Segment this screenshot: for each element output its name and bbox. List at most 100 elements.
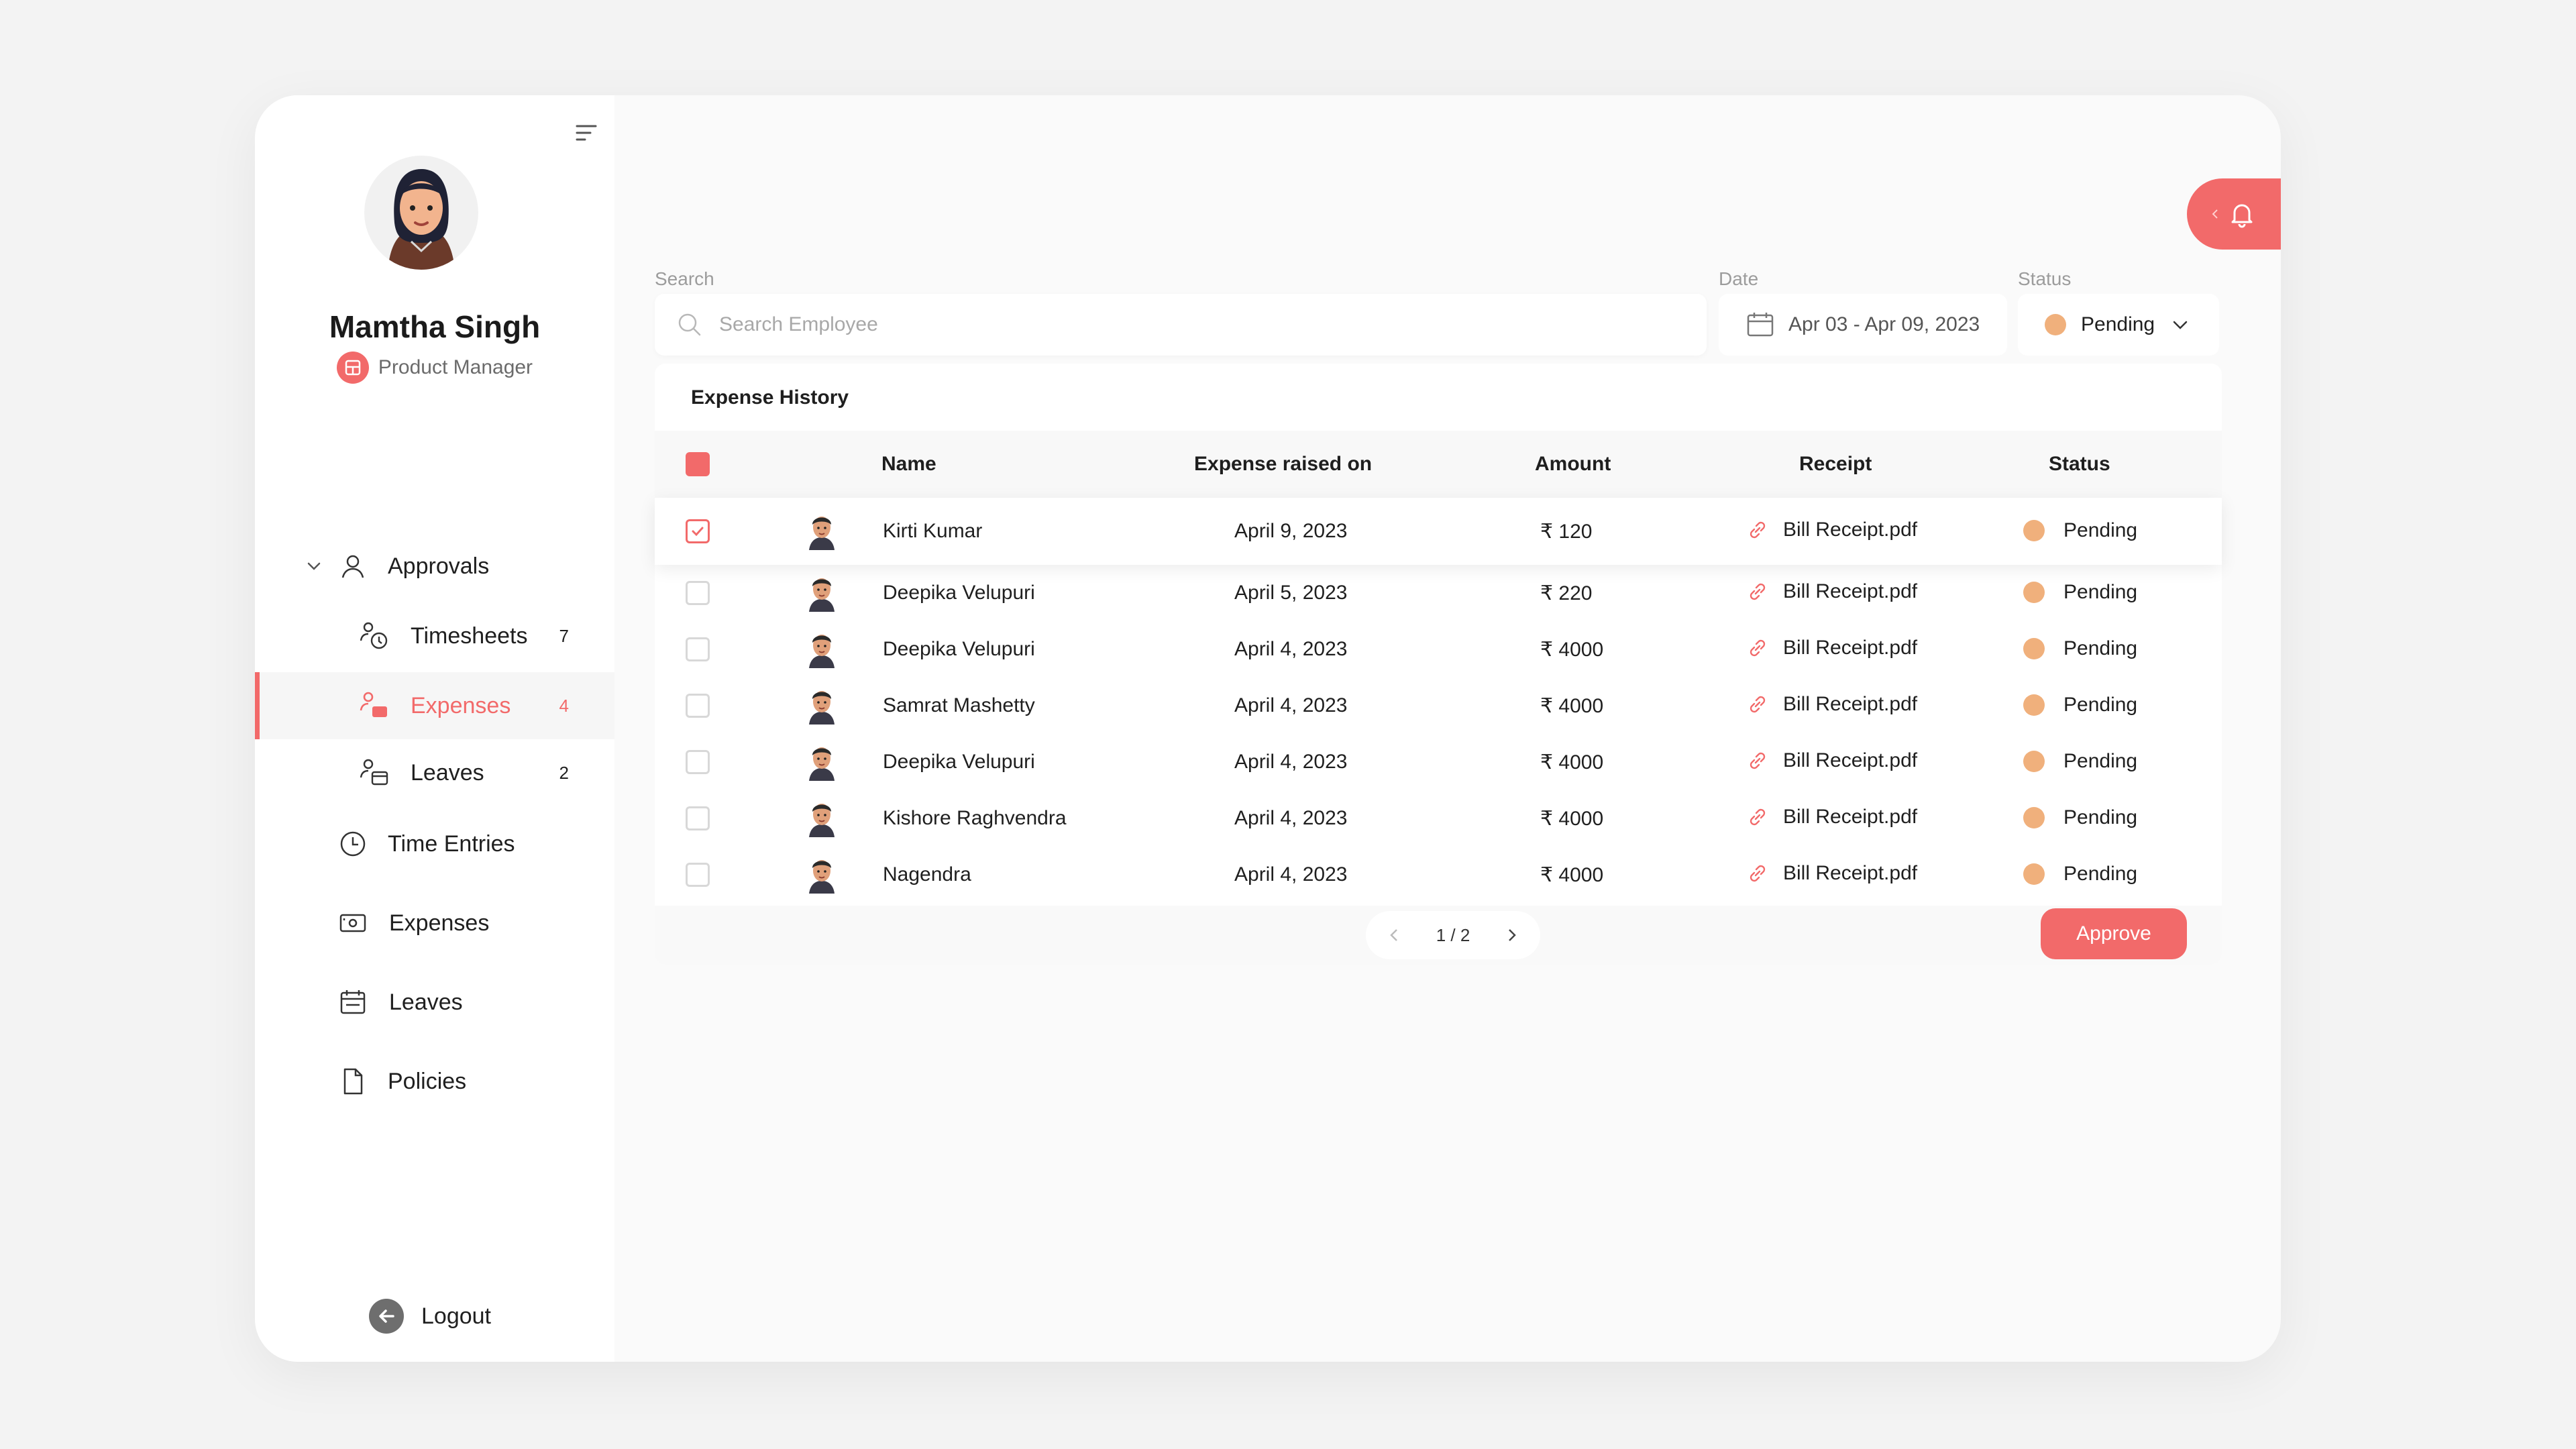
sidebar-item-label: Expenses bbox=[411, 692, 511, 718]
row-checkbox[interactable] bbox=[686, 750, 710, 774]
receipt-link[interactable]: Bill Receipt.pdf bbox=[1746, 749, 1917, 773]
sidebar-item-label: Expenses bbox=[389, 910, 490, 936]
date-range-picker[interactable]: Apr 03 - Apr 09, 2023 bbox=[1719, 294, 2007, 356]
receipt-filename: Bill Receipt.pdf bbox=[1783, 862, 1918, 884]
status-text: Pending bbox=[2063, 637, 2138, 659]
table-row[interactable]: Deepika Velupuri April 4, 2023 ₹ 4000 Bill … bbox=[655, 734, 2222, 790]
employee-name: Deepika Velupuri bbox=[883, 751, 1035, 773]
status-badge: Pending bbox=[2023, 581, 2137, 604]
expense-date: April 4, 2023 bbox=[1234, 751, 1348, 773]
expense-amount: ₹ 120 bbox=[1540, 521, 1593, 543]
chevron-left-icon[interactable] bbox=[1385, 926, 1403, 945]
app-window: Mamtha Singh Product Manager Approvals bbox=[255, 95, 2281, 1362]
link-icon bbox=[1746, 861, 1770, 885]
status-badge: Pending bbox=[2023, 519, 2137, 542]
link-icon bbox=[1746, 636, 1770, 660]
expense-date: April 4, 2023 bbox=[1234, 863, 1348, 885]
expense-date: April 4, 2023 bbox=[1234, 694, 1348, 716]
approve-button[interactable]: Approve bbox=[2041, 908, 2187, 959]
search-label: Search bbox=[655, 268, 714, 289]
sidebar-item-label: Policies bbox=[388, 1068, 467, 1094]
status-badge: Pending bbox=[2023, 863, 2137, 885]
table-row[interactable]: Deepika Velupuri April 5, 2023 ₹ 220 Bill R… bbox=[655, 565, 2222, 621]
date-label: Date bbox=[1719, 268, 1759, 289]
receipt-link[interactable]: Bill Receipt.pdf bbox=[1746, 692, 1917, 716]
row-checkbox[interactable] bbox=[686, 637, 710, 661]
table-row[interactable]: Samrat Mashetty April 4, 2023 ₹ 4000 Bill R… bbox=[655, 678, 2222, 734]
row-checkbox[interactable] bbox=[686, 806, 710, 830]
employee-name: Kishore Raghvendra bbox=[883, 807, 1067, 829]
sidebar-item-label: Time Entries bbox=[388, 830, 515, 857]
logout-arrow-icon bbox=[369, 1299, 404, 1334]
receipt-link[interactable]: Bill Receipt.pdf bbox=[1746, 636, 1917, 660]
pending-dot-icon bbox=[2023, 751, 2045, 772]
expense-approval-icon bbox=[358, 690, 390, 722]
sidebar-item-expenses[interactable]: Expenses bbox=[255, 890, 614, 957]
row-checkbox[interactable] bbox=[686, 581, 710, 605]
link-icon bbox=[1746, 580, 1770, 604]
logout-button[interactable]: Logout bbox=[369, 1296, 491, 1336]
status-select-value: Pending bbox=[2081, 313, 2155, 335]
sidebar-item-count: 2 bbox=[559, 762, 569, 783]
search-input[interactable] bbox=[718, 313, 1660, 337]
row-checkbox[interactable] bbox=[686, 694, 710, 718]
pending-dot-icon bbox=[2023, 638, 2045, 659]
receipt-link[interactable]: Bill Receipt.pdf bbox=[1746, 805, 1917, 829]
chevron-right-icon[interactable] bbox=[1503, 926, 1521, 945]
employee-name: Kirti Kumar bbox=[883, 520, 983, 542]
sidebar-item-time-entries[interactable]: Time Entries bbox=[255, 810, 614, 877]
expense-amount: ₹ 4000 bbox=[1540, 639, 1604, 661]
employee-name: Nagendra bbox=[883, 863, 971, 885]
employee-avatar bbox=[804, 628, 840, 668]
page-indicator: 1 / 2 bbox=[1436, 924, 1470, 945]
employee-avatar bbox=[804, 510, 840, 550]
table-row[interactable]: Nagendra April 4, 2023 ₹ 4000 Bill Receipt.… bbox=[655, 847, 2222, 903]
notification-button[interactable] bbox=[2187, 178, 2281, 250]
expense-date: April 5, 2023 bbox=[1234, 582, 1348, 604]
status-select[interactable]: Pending bbox=[2018, 294, 2219, 356]
expense-history-card: Expense History Name Expense raised on A… bbox=[655, 364, 2222, 965]
employee-avatar bbox=[804, 741, 840, 781]
status-badge: Pending bbox=[2023, 637, 2137, 660]
table-header: Name Expense raised on Amount Receipt St… bbox=[655, 431, 2222, 498]
sidebar-item-leaves[interactable]: Leaves bbox=[255, 969, 614, 1036]
chevron-down-icon[interactable] bbox=[298, 550, 330, 582]
table-footer: 1 / 2 Approve bbox=[655, 906, 2222, 965]
sidebar-item-count: 7 bbox=[559, 625, 569, 646]
row-checkbox[interactable] bbox=[686, 863, 710, 887]
link-icon bbox=[1746, 692, 1770, 716]
sidebar: Mamtha Singh Product Manager Approvals bbox=[255, 95, 614, 1362]
search-icon bbox=[675, 310, 704, 339]
sidebar-item-leaves-approval[interactable]: Leaves 2 bbox=[255, 739, 614, 806]
link-icon bbox=[1746, 518, 1770, 542]
column-header-date: Expense raised on bbox=[1194, 453, 1373, 475]
employee-avatar bbox=[804, 572, 840, 612]
expense-amount: ₹ 220 bbox=[1540, 582, 1593, 604]
sidebar-item-approvals[interactable]: Approvals bbox=[255, 533, 614, 600]
sidebar-item-policies[interactable]: Policies bbox=[255, 1048, 614, 1115]
receipt-link[interactable]: Bill Receipt.pdf bbox=[1746, 861, 1917, 885]
sidebar-item-count: 4 bbox=[559, 695, 569, 716]
sidebar-item-timesheets[interactable]: Timesheets 7 bbox=[255, 602, 614, 669]
status-text: Pending bbox=[2063, 581, 2138, 603]
select-all-checkbox[interactable] bbox=[686, 452, 710, 476]
receipt-link[interactable]: Bill Receipt.pdf bbox=[1746, 518, 1917, 542]
receipt-filename: Bill Receipt.pdf bbox=[1783, 749, 1918, 771]
employee-avatar bbox=[804, 684, 840, 724]
row-checkbox[interactable] bbox=[686, 519, 710, 543]
table-row[interactable]: Kirti Kumar April 9, 2023 ₹ 120 Bill Receip… bbox=[655, 498, 2222, 565]
table-row[interactable]: Kishore Raghvendra April 4, 2023 ₹ 4000 Bil… bbox=[655, 790, 2222, 847]
column-header-receipt: Receipt bbox=[1799, 453, 1872, 475]
sidebar-item-label: Timesheets bbox=[411, 623, 528, 649]
menu-toggle-icon[interactable] bbox=[570, 117, 602, 149]
expense-date: April 4, 2023 bbox=[1234, 638, 1348, 660]
expense-amount: ₹ 4000 bbox=[1540, 695, 1604, 717]
search-field[interactable] bbox=[655, 294, 1707, 356]
pending-dot-icon bbox=[2023, 694, 2045, 716]
sidebar-item-expenses-approval[interactable]: Expenses 4 bbox=[255, 672, 614, 739]
table-row[interactable]: Deepika Velupuri April 4, 2023 ₹ 4000 Bill … bbox=[655, 621, 2222, 678]
receipt-link[interactable]: Bill Receipt.pdf bbox=[1746, 580, 1917, 604]
receipt-filename: Bill Receipt.pdf bbox=[1783, 637, 1918, 659]
status-badge: Pending bbox=[2023, 750, 2137, 773]
employee-avatar bbox=[804, 853, 840, 894]
